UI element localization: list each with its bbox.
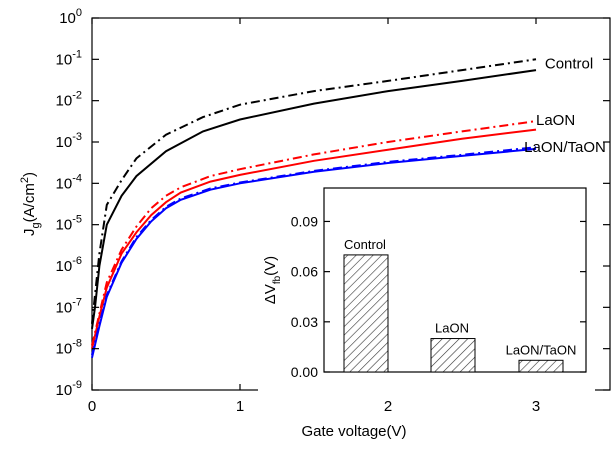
x-tick-label: 3 <box>532 398 540 415</box>
x-tick-label: 2 <box>384 398 392 415</box>
y-axis-title: Jg(A/cm2) <box>19 172 42 236</box>
y-tick-label: 10-9 <box>56 379 82 399</box>
y-tick-label: 10-5 <box>56 214 82 234</box>
series-line-0 <box>91 69 537 330</box>
main-plot: 0 1 2 3 100 10-1 10-2 10-3 10-4 10-5 10-6 10-7 10-8 1… <box>19 7 611 440</box>
series-label-2: LaON <box>536 112 575 129</box>
inset-bar-label-1: LaON <box>435 321 469 336</box>
inset-ticks-group: 0.00 0.03 0.06 0.09 <box>291 213 586 380</box>
main-series-group <box>91 58 537 359</box>
series-line-3 <box>91 120 537 346</box>
inset-bar-chart: Control LaON LaON/TaON 0.00 0.03 0.06 0.09 ΔV… <box>258 184 595 398</box>
inset-bars-group: Control LaON LaON/TaON <box>343 237 577 373</box>
y-axis-title-sub: g <box>30 222 42 228</box>
y-axis-title-main: J <box>21 228 38 236</box>
inset-y-axis-title: ΔVfb(V) <box>262 256 283 304</box>
y-tick-label: 10-7 <box>56 296 82 316</box>
inset-y-tick-label: 0.03 <box>291 314 318 330</box>
inset-bar-label-2: LaON/TaON <box>506 342 577 357</box>
inset-bar-1 <box>430 338 476 373</box>
inset-bar-label-0: Control <box>344 237 386 252</box>
y-tick-label: 10-3 <box>56 131 82 151</box>
y-tick-label: 10-4 <box>56 172 82 192</box>
y-tick-label: 10-6 <box>56 255 82 275</box>
series-line-5 <box>91 146 537 356</box>
inset-bar-0 <box>343 254 389 373</box>
x-axis-title: Gate voltage(V) <box>301 423 406 440</box>
inset-y-tick-label: 0.09 <box>291 213 318 229</box>
x-tick-label: 1 <box>236 398 244 415</box>
series-label-4: LaON/TaON <box>524 139 606 156</box>
inset-y-axis-title-sub: fb <box>272 275 283 284</box>
series-label-0: Control <box>545 56 593 73</box>
y-axis-title-mid: (A/cm <box>21 183 38 222</box>
x-tick-label: 0 <box>88 398 96 415</box>
y-tick-label: 10-2 <box>56 90 82 110</box>
inset-y-tick-label: 0.06 <box>291 264 318 280</box>
y-tick-label: 10-8 <box>56 338 82 358</box>
inset-y-tick-label: 0.00 <box>291 364 318 380</box>
y-axis-title-sup: 2 <box>19 177 31 183</box>
series-line-1 <box>91 58 537 324</box>
series-labels-group: Control LaON LaON/TaON <box>524 56 606 156</box>
y-tick-label: 100 <box>59 7 82 27</box>
inset-bar-2 <box>518 359 564 373</box>
inset-y-axis-title-end: (V) <box>262 256 279 276</box>
y-tick-label: 10-1 <box>56 48 82 68</box>
series-line-4 <box>91 147 537 359</box>
y-axis-title-end: ) <box>21 172 38 177</box>
series-line-2 <box>91 128 537 349</box>
inset-y-axis-title-main: ΔV <box>262 284 279 304</box>
